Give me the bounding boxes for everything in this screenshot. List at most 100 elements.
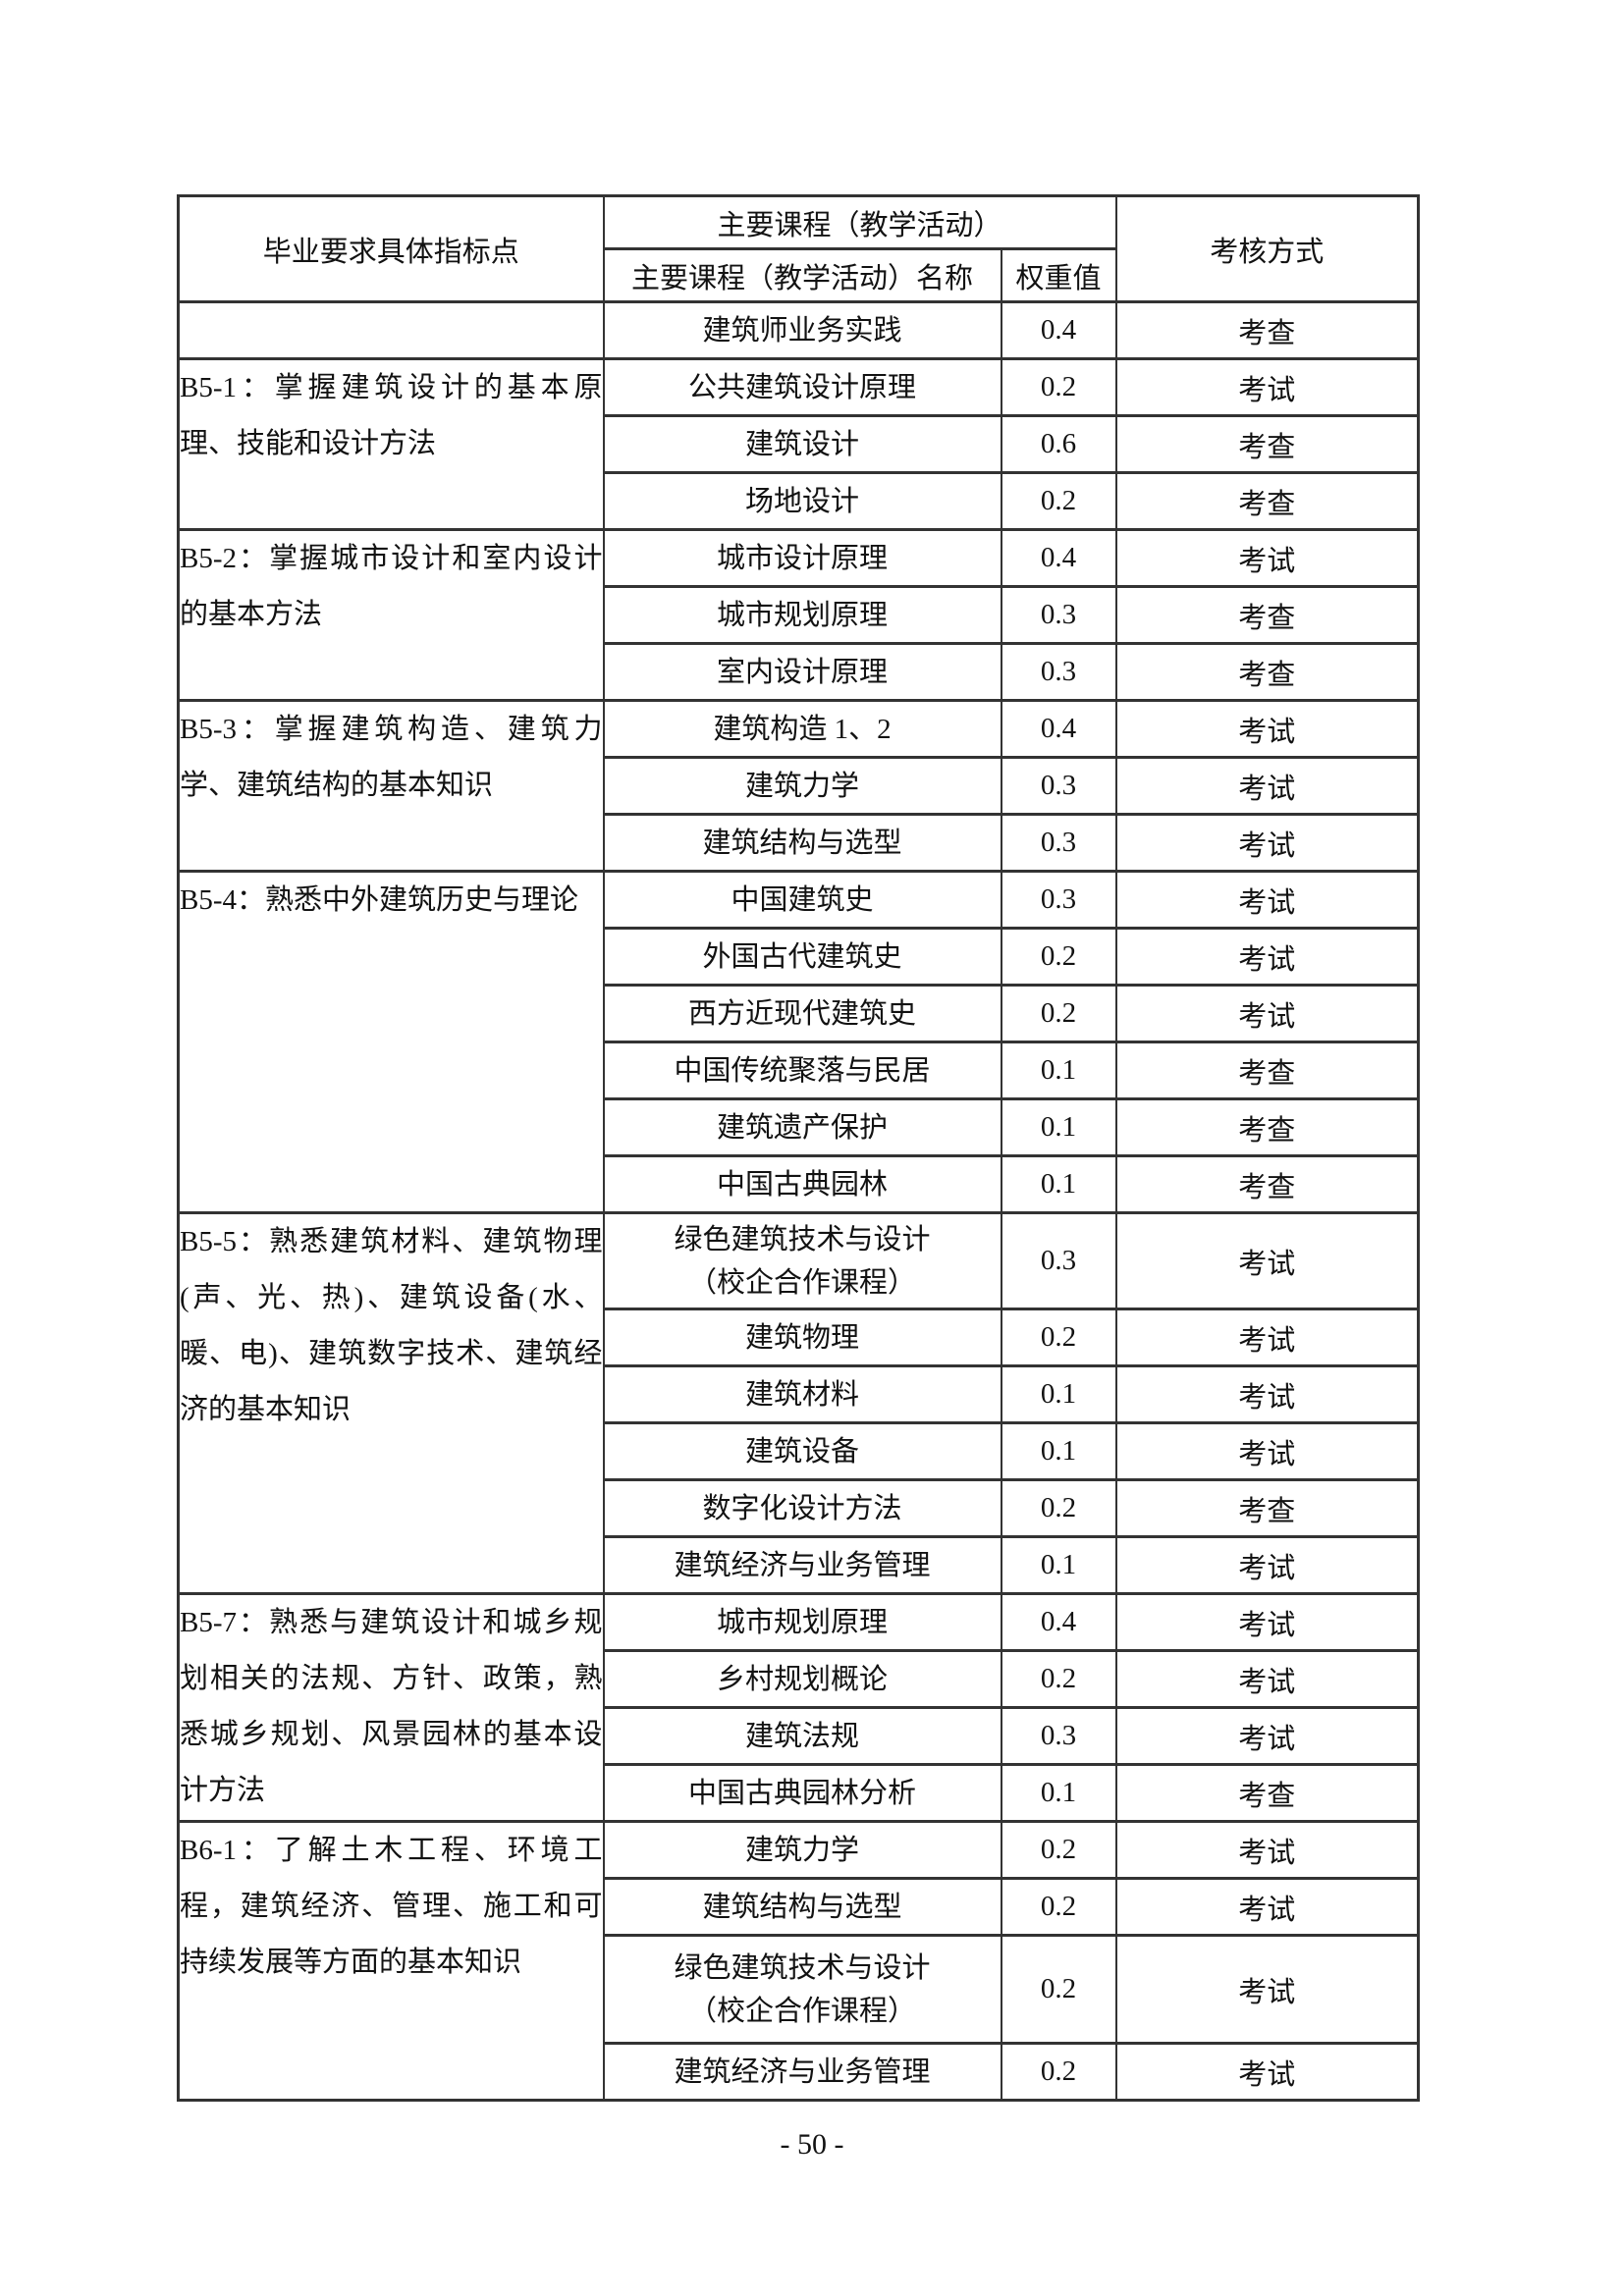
course-cell: 建筑遗产保护 — [602, 1097, 1002, 1157]
assessment-cell: 考试 — [1114, 813, 1420, 873]
weight-cell: 0.2 — [1000, 927, 1117, 987]
header-course-group: 主要课程（教学活动） — [602, 194, 1117, 250]
weight-cell: 0.2 — [1000, 1308, 1117, 1367]
page-number: - 50 - — [780, 2128, 844, 2161]
weight-cell: 0.1 — [1000, 1097, 1117, 1157]
assessment-cell: 考试 — [1114, 357, 1420, 417]
course-cell: 中国建筑史 — [602, 870, 1002, 930]
course-cell: 西方近现代建筑史 — [602, 984, 1002, 1043]
course-cell: 外国古代建筑史 — [602, 927, 1002, 987]
assessment-cell: 考试 — [1114, 1820, 1420, 1880]
weight-cell: 0.2 — [1000, 471, 1117, 531]
assessment-cell: 考查 — [1114, 642, 1420, 702]
indicator-cell: B5-3：掌握建筑构造、建筑力学、建筑结构的基本知识 — [177, 699, 605, 873]
course-cell: 城市设计原理 — [602, 528, 1002, 588]
assessment-cell: 考试 — [1114, 1649, 1420, 1709]
course-cell: 建筑物理 — [602, 1308, 1002, 1367]
table-row: 建筑物理 0.2 考试 — [179, 1308, 1420, 1367]
course-cell: 建筑经济与业务管理 — [602, 2042, 1002, 2102]
assessment-cell: 考试 — [1114, 1934, 1420, 2045]
course-cell: 建筑结构与选型 — [602, 813, 1002, 873]
course-cell: 城市规划原理 — [602, 1592, 1002, 1652]
assessment-cell: 考试 — [1114, 1877, 1420, 1937]
weight-cell: 0.1 — [1000, 1535, 1117, 1595]
header-row: 毕业要求具体指标点 主要课程（教学活动） 考核方式 — [177, 194, 1420, 303]
table-row: B5-7：熟悉与建筑设计和城乡规划相关的法规、方针、政策，熟悉城乡规划、风景园林… — [177, 1592, 1420, 1823]
assessment-cell: 考试 — [1114, 756, 1420, 816]
assessment-cell: 考查 — [1114, 471, 1420, 531]
weight-cell: 0.2 — [1000, 2042, 1117, 2102]
course-cell: 公共建筑设计原理 — [602, 357, 1002, 417]
weight-cell: 0.1 — [1000, 1763, 1117, 1823]
indicator-cell: B5-2：掌握城市设计和室内设计的基本方法 — [177, 528, 605, 702]
course-cell: 建筑经济与业务管理 — [602, 1535, 1002, 1595]
assessment-cell: 考查 — [1114, 585, 1420, 645]
weight-cell: 0.4 — [1000, 1592, 1117, 1652]
course-cell: 建筑力学 — [602, 756, 1002, 816]
assessment-cell: 考试 — [1114, 528, 1420, 588]
table-row: 数字化设计方法 0.2 考查 — [179, 1478, 1420, 1538]
assessment-cell: 考试 — [1114, 2042, 1420, 2102]
course-cell: 乡村规划概论 — [602, 1649, 1002, 1709]
weight-cell: 0.1 — [1000, 1421, 1117, 1481]
assessment-cell: 考查 — [1114, 300, 1420, 360]
table-row: 建筑法规 0.3 考试 — [179, 1706, 1420, 1766]
indicator-cell — [177, 300, 605, 360]
course-cell: 中国古典园林 — [602, 1154, 1002, 1214]
weight-cell: 0.3 — [1000, 813, 1117, 873]
header-subrow: 主要课程（教学活动）名称 权重值 — [179, 247, 1419, 303]
weight-cell: 0.3 — [1000, 642, 1117, 702]
table-row: 室内设计原理 0.3 考查 — [179, 642, 1420, 702]
weight-cell: 0.2 — [1000, 357, 1117, 417]
course-cell: 中国传统聚落与民居 — [602, 1041, 1002, 1100]
table-row: 建筑力学 0.3 考试 — [179, 756, 1420, 816]
weight-cell: 0.4 — [1000, 300, 1117, 360]
course-cell: 建筑设备 — [602, 1421, 1002, 1481]
weight-cell: 0.1 — [1000, 1364, 1117, 1424]
table-row: 中国古典园林分析 0.1 考查 — [179, 1763, 1420, 1823]
table-row: 外国古代建筑史 0.2 考试 — [179, 927, 1420, 987]
table-row: 西方近现代建筑史 0.2 考试 — [179, 984, 1420, 1043]
course-cell: 建筑力学 — [602, 1820, 1002, 1880]
indicator-cell: B6-1：了解土木工程、环境工程，建筑经济、管理、施工和可持续发展等方面的基本知… — [177, 1820, 605, 2102]
course-cell: 建筑师业务实践 — [602, 300, 1002, 360]
table-row: B5-1：掌握建筑设计的基本原理、技能和设计方法 公共建筑设计原理 0.2 考试 — [177, 357, 1420, 531]
header-course-name: 主要课程（教学活动）名称 — [602, 247, 1002, 303]
graduation-requirements-table: 毕业要求具体指标点 主要课程（教学活动） 考核方式 主要课程（教学活动）名称 权… — [177, 194, 1421, 2102]
weight-cell: 0.3 — [1000, 756, 1117, 816]
assessment-cell: 考查 — [1114, 1763, 1420, 1823]
assessment-cell: 考试 — [1114, 1535, 1420, 1595]
table-row: 建筑设计 0.6 考查 — [179, 414, 1420, 474]
assessment-cell: 考试 — [1114, 1706, 1420, 1766]
table-row: B5-2：掌握城市设计和室内设计的基本方法 城市设计原理 0.4 考试 — [177, 528, 1420, 702]
weight-cell: 0.2 — [1000, 1877, 1117, 1937]
table-row: 建筑经济与业务管理 0.2 考试 — [179, 2042, 1420, 2102]
table-row: 中国古典园林 0.1 考查 — [179, 1154, 1420, 1214]
table-row: B5-3：掌握建筑构造、建筑力学、建筑结构的基本知识 建筑构造 1、2 0.4 … — [177, 699, 1420, 873]
table-row: 建筑结构与选型 0.2 考试 — [179, 1877, 1420, 1937]
course-cell: 建筑构造 1、2 — [602, 699, 1002, 759]
assessment-cell: 考试 — [1114, 927, 1420, 987]
assessment-cell: 考查 — [1114, 1154, 1420, 1214]
assessment-cell: 考试 — [1114, 1592, 1420, 1652]
table-row: 建筑结构与选型 0.3 考试 — [179, 813, 1420, 873]
assessment-cell: 考查 — [1114, 414, 1420, 474]
course-cell: 中国古典园林分析 — [602, 1763, 1002, 1823]
table-row: B5-4：熟悉中外建筑历史与理论 中国建筑史 0.3 考试 — [177, 870, 1420, 1214]
assessment-cell: 考试 — [1114, 870, 1420, 930]
weight-cell: 0.6 — [1000, 414, 1117, 474]
assessment-cell: 考试 — [1114, 1421, 1420, 1481]
table-row: B5-5：熟悉建筑材料、建筑物理(声、光、热)、建筑设备(水、暖、电)、建筑数字… — [177, 1211, 1420, 1595]
assessment-cell: 考试 — [1114, 1211, 1420, 1310]
course-cell: 绿色建筑技术与设计 （校企合作课程） — [602, 1934, 1002, 2045]
course-cell: 城市规划原理 — [602, 585, 1002, 645]
table-row: 建筑遗产保护 0.1 考查 — [179, 1097, 1420, 1157]
assessment-cell: 考查 — [1114, 1097, 1420, 1157]
assessment-cell: 考查 — [1114, 1041, 1420, 1100]
weight-cell: 0.3 — [1000, 585, 1117, 645]
table-row: 建筑设备 0.1 考试 — [179, 1421, 1420, 1481]
course-cell: 数字化设计方法 — [602, 1478, 1002, 1538]
indicator-cell: B5-4：熟悉中外建筑历史与理论 — [177, 870, 605, 1214]
weight-cell: 0.3 — [1000, 1706, 1117, 1766]
table-row: 场地设计 0.2 考查 — [179, 471, 1420, 531]
